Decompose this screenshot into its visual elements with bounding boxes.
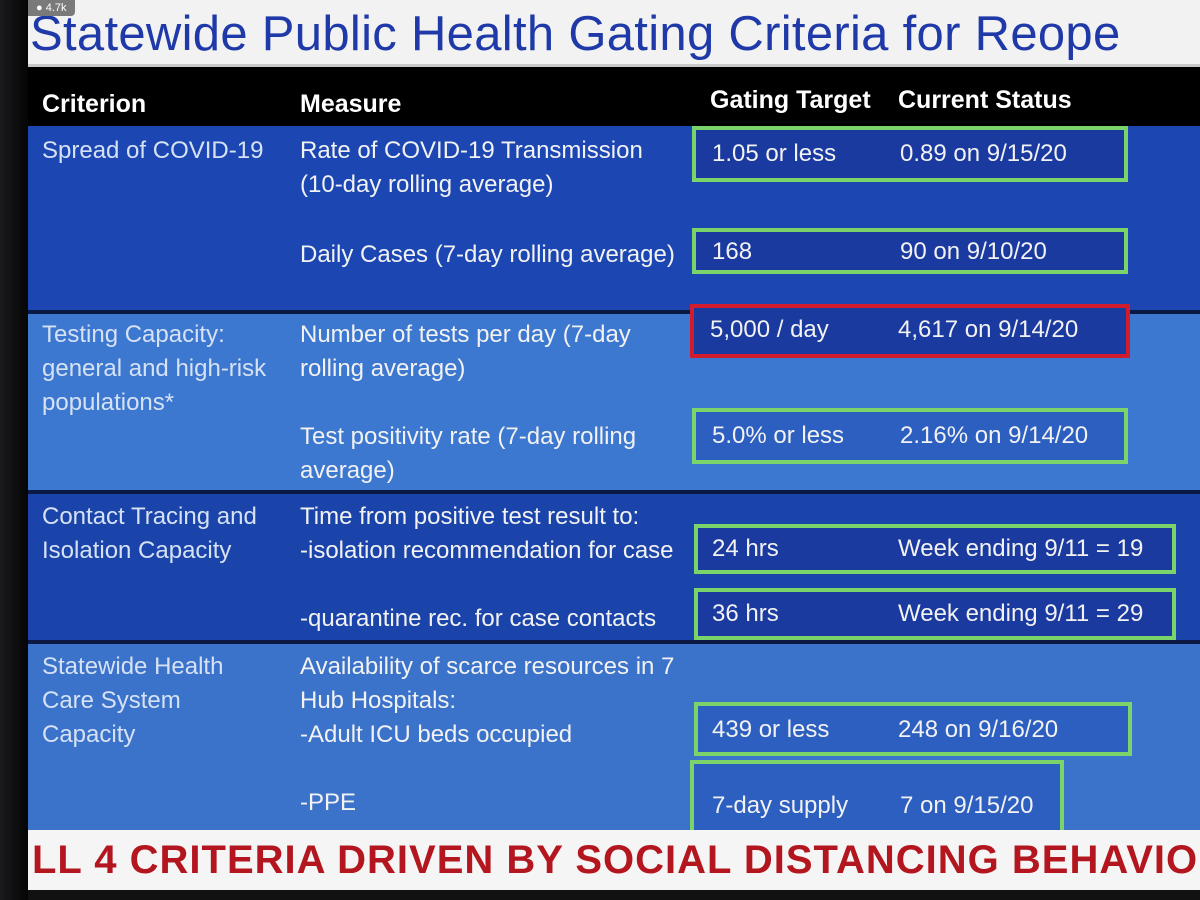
gating-box-icu-beds: 439 or less 248 on 9/16/20 — [694, 702, 1132, 756]
target-positivity: 5.0% or less — [712, 422, 845, 449]
table-header: Criterion Measure Gating Target Current … — [28, 70, 1200, 126]
view-count-badge: ● 4.7k — [28, 0, 75, 16]
status-transmission: 0.89 on 9/15/20 — [900, 140, 1067, 167]
header-current-status: Current Status — [898, 86, 1072, 114]
measure-isolation: -isolation recommendation for case — [300, 537, 674, 564]
measure-intro-contact-tracing: Time from positive test result to: — [300, 503, 640, 530]
gating-box-quarantine: 36 hrs Week ending 9/11 = 29 — [694, 588, 1176, 640]
target-daily-cases: 168 — [712, 238, 753, 265]
row-divider — [28, 310, 1200, 314]
footer-banner: LL 4 CRITERIA DRIVEN BY SOCIAL DISTANCIN… — [28, 830, 1200, 890]
gating-box-positivity: 5.0% or less 2.16% on 9/14/20 — [692, 408, 1128, 464]
row-spread: Spread of COVID-19 Rate of COVID-19 Tran… — [28, 126, 1200, 310]
row-contact-tracing: Contact Tracing and Isolation Capacity T… — [28, 494, 1200, 640]
monitor-bezel — [0, 0, 28, 900]
measure-positivity: Test positivity rate (7-day rolling aver… — [300, 423, 637, 484]
gating-box-ppe: 7-day supply 7 on 9/15/20 — [690, 760, 1064, 834]
row-divider — [28, 490, 1200, 494]
target-quarantine: 36 hrs — [712, 600, 779, 627]
row-health-care: Statewide Health Care System Capacity Av… — [28, 644, 1200, 834]
target-isolation: 24 hrs — [712, 535, 779, 562]
criterion-health-care: Statewide Health Care System Capacity — [42, 653, 224, 748]
row-testing: Testing Capacity: general and high-risk … — [28, 304, 1200, 490]
status-daily-cases: 90 on 9/10/20 — [900, 238, 1047, 265]
gating-box-tests-per-day: 5,000 / day 4,617 on 9/14/20 — [690, 304, 1130, 358]
measure-icu-beds: -Adult ICU beds occupied — [300, 721, 573, 748]
measure-transmission: Rate of COVID-19 Transmission (10-day ro… — [300, 137, 643, 198]
criterion-testing: Testing Capacity: general and high-risk … — [42, 321, 267, 416]
measure-intro-health-care: Availability of scarce resources in 7 Hu… — [300, 653, 675, 714]
target-icu-beds: 439 or less — [712, 716, 830, 743]
target-ppe: 7-day supply — [712, 792, 849, 819]
status-quarantine: Week ending 9/11 = 29 — [898, 600, 1144, 627]
criterion-contact-tracing: Contact Tracing and Isolation Capacity — [42, 503, 257, 564]
measure-daily-cases: Daily Cases (7-day rolling average) — [300, 241, 675, 268]
header-criterion: Criterion — [42, 90, 147, 118]
header-measure: Measure — [300, 90, 402, 118]
slide-title: Statewide Public Health Gating Criteria … — [30, 7, 1121, 61]
gating-box-daily-cases: 168 90 on 9/10/20 — [692, 228, 1128, 274]
measure-tests-per-day: Number of tests per day (7-day rolling a… — [300, 321, 631, 382]
presentation-slide: Statewide Public Health Gating Criteria … — [28, 0, 1200, 900]
status-icu-beds: 248 on 9/16/20 — [898, 716, 1059, 743]
measure-ppe: -PPE — [300, 789, 357, 816]
status-ppe: 7 on 9/15/20 — [900, 792, 1034, 819]
target-tests-per-day: 5,000 / day — [710, 316, 829, 343]
header-gating-target: Gating Target — [710, 86, 871, 114]
title-bar: Statewide Public Health Gating Criteria … — [28, 0, 1200, 67]
gating-box-isolation: 24 hrs Week ending 9/11 = 19 — [694, 524, 1176, 574]
criterion-spread: Spread of COVID-19 — [42, 137, 264, 164]
status-isolation: Week ending 9/11 = 19 — [898, 535, 1144, 562]
target-transmission: 1.05 or less — [712, 140, 837, 167]
measure-quarantine: -quarantine rec. for case contacts — [300, 605, 657, 632]
row-divider — [28, 640, 1200, 644]
screen-bottom-edge — [28, 890, 1200, 900]
gating-box-transmission: 1.05 or less 0.89 on 9/15/20 — [692, 126, 1128, 182]
footer-message: LL 4 CRITERIA DRIVEN BY SOCIAL DISTANCIN… — [32, 838, 1200, 882]
status-tests-per-day: 4,617 on 9/14/20 — [898, 316, 1079, 343]
status-positivity: 2.16% on 9/14/20 — [900, 422, 1089, 449]
